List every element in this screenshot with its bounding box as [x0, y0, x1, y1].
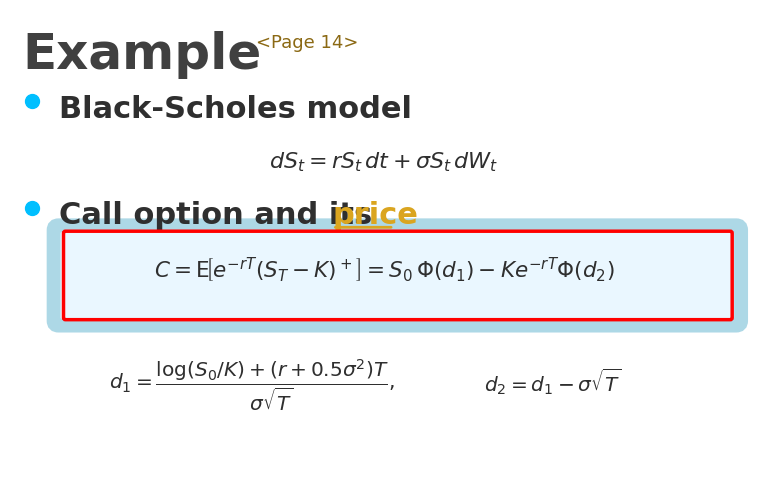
Text: $d_2 = d_1 - \sigma\sqrt{T}$: $d_2 = d_1 - \sigma\sqrt{T}$ [485, 367, 622, 397]
Text: <Page 14>: <Page 14> [257, 34, 359, 52]
Text: Black-Scholes model: Black-Scholes model [58, 94, 412, 124]
Text: $d_1 = \dfrac{\log(S_0/K) + (r + 0.5\sigma^2)T}{\sigma\sqrt{T}},$: $d_1 = \dfrac{\log(S_0/K) + (r + 0.5\sig… [109, 357, 394, 412]
Text: $dS_t = rS_t\,dt + \sigma S_t\,dW_t$: $dS_t = rS_t\,dt + \sigma S_t\,dW_t$ [270, 150, 498, 174]
Text: $C = \mathrm{E}\!\left[e^{-rT}(S_T - K)^+\right] = S_0\,\Phi(d_1) - Ke^{-rT}\Phi: $C = \mathrm{E}\!\left[e^{-rT}(S_T - K)^… [154, 255, 614, 284]
Text: Example: Example [22, 31, 261, 79]
FancyBboxPatch shape [54, 225, 741, 326]
Text: Call option and its: Call option and its [58, 201, 382, 230]
Text: price: price [333, 201, 419, 230]
